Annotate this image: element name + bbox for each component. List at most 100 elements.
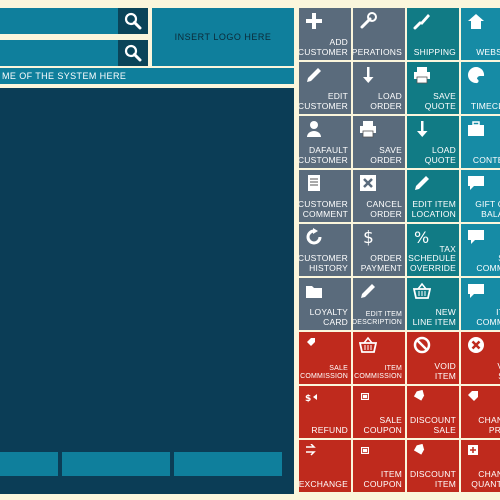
tile-label: SA COMME: [476, 253, 500, 273]
search-button-1[interactable]: [118, 8, 148, 34]
quantity-icon: [468, 445, 478, 455]
tile-label: OPERATIONS: [353, 46, 402, 57]
tile-label: CANCEL ORDER: [366, 199, 402, 219]
tile-loyalty-card-button[interactable]: LOYALTY CARD: [299, 278, 351, 330]
tile-label: EDIT ITEM DESCRIPTION: [353, 311, 402, 326]
tile-sale-coupon-button[interactable]: SALE COUPON: [353, 386, 405, 438]
tile-label: SALE COMMISSION: [300, 365, 348, 380]
printer-icon: [414, 67, 430, 84]
tile-shipping-button[interactable]: SHIPPING: [407, 8, 459, 60]
tile-label: VO SA: [497, 361, 500, 381]
exchange-icon: [306, 444, 316, 456]
tile-label: EDIT ITEM LOCATION: [411, 199, 456, 219]
tile-save-quote-button[interactable]: SAVE QUOTE: [407, 62, 459, 114]
tile-discount-item-button[interactable]: DISCOUNT ITEM: [407, 440, 459, 492]
tile-chang-pric-button[interactable]: CHANG PRIC: [461, 386, 500, 438]
dollar-icon: $: [363, 228, 374, 246]
document-icon: [308, 175, 320, 191]
tile-load-order-button[interactable]: LOAD ORDER: [353, 62, 405, 114]
pencil-icon: [307, 68, 321, 82]
tile-new-line-item-button[interactable]: NEW LINE ITEM: [407, 278, 459, 330]
tile-label: WEBSIT: [476, 46, 500, 57]
chat-icon: [468, 230, 484, 244]
tile-label: LOYALTY CARD: [309, 307, 348, 327]
tile-exchange-button[interactable]: EXCHANGE: [299, 440, 351, 492]
tile-label: ITEM COMMISSION: [354, 365, 402, 380]
brush-icon: [413, 14, 430, 30]
bottom-button-3[interactable]: [174, 452, 282, 476]
search-icon: [124, 12, 142, 30]
tile-label: GIFT CA BALAN: [475, 199, 500, 219]
wrench-icon: [360, 12, 377, 29]
discount-tag-icon: [413, 444, 425, 455]
tile-order-payment-button[interactable]: $ ORDER PAYMENT: [353, 224, 405, 276]
tile-sa-comme-button[interactable]: SA COMME: [461, 224, 500, 276]
tile-label: EDIT CUSTOMER: [299, 91, 348, 111]
tile-edit-customer-button[interactable]: EDIT CUSTOMER: [299, 62, 351, 114]
tile-timeclo-button[interactable]: TIMECLO: [461, 62, 500, 114]
pencil-icon: [415, 176, 429, 190]
search-button-2[interactable]: [118, 40, 148, 66]
tile-label: DISCOUNT SALE: [410, 415, 456, 435]
tile-customer-history-button[interactable]: CUSTOMER HISTORY: [299, 224, 351, 276]
palette-icon: [468, 66, 485, 84]
tile-label: LOAD ORDER: [370, 91, 402, 111]
cancel-circle-icon: [468, 337, 484, 353]
tile-gift-ca-balan-button[interactable]: GIFT CA BALAN: [461, 170, 500, 222]
tile-item-coupon-button[interactable]: ITEM COUPON: [353, 440, 405, 492]
tile-cancel-order-button[interactable]: CANCEL ORDER: [353, 170, 405, 222]
comment-icon: [468, 284, 484, 298]
pencil-icon: [361, 284, 375, 298]
tile-customer-comment-button[interactable]: CUSTOMER COMMENT: [299, 170, 351, 222]
tile-ite-comme-button[interactable]: ITE COMME: [461, 278, 500, 330]
home-icon: [468, 14, 484, 29]
tile-label: DISCOUNT ITEM: [410, 469, 456, 489]
tile-load-quote-button[interactable]: LOAD QUOTE: [407, 116, 459, 168]
percent-icon: %: [414, 228, 429, 246]
logo-placeholder: INSERT LOGO HERE: [152, 8, 294, 66]
tile-label: SHIPPING: [413, 46, 456, 57]
tile-dafault-customer-button[interactable]: DAFAULT CUSTOMER: [299, 116, 351, 168]
tile-label: NEW LINE ITEM: [412, 307, 456, 327]
search-field-1[interactable]: [0, 8, 118, 34]
tile-edit-item-location-button[interactable]: EDIT ITEM LOCATION: [407, 170, 459, 222]
search-field-2[interactable]: [0, 40, 118, 66]
logo-text: INSERT LOGO HERE: [174, 32, 272, 42]
svg-text:%: %: [414, 228, 429, 246]
tile-k-conten-button[interactable]: K CONTEN: [461, 116, 500, 168]
tile-save-order-button[interactable]: SAVE ORDER: [353, 116, 405, 168]
tile-discount-sale-button[interactable]: DISCOUNT SALE: [407, 386, 459, 438]
tile-item-commission-button[interactable]: ITEM COMMISSION: [353, 332, 405, 384]
tile-label: ORDER PAYMENT: [360, 253, 402, 273]
bottom-button-1[interactable]: [0, 452, 58, 476]
tile-vo-sa-button[interactable]: VO SA: [461, 332, 500, 384]
basket-icon: [359, 336, 377, 353]
tile-label: DAFAULT CUSTOMER: [299, 145, 348, 165]
folder-icon: [306, 286, 322, 298]
system-name-text: ME OF THE SYSTEM HERE: [2, 71, 127, 81]
tile-tax-schedule-override-button[interactable]: % TAX SCHEDULE OVERRIDE: [407, 224, 459, 276]
tile-label: K CONTEN: [472, 154, 500, 165]
tile-label: TAX SCHEDULE OVERRIDE: [408, 243, 456, 273]
coupon-icon: [361, 447, 369, 454]
tile-refund-button[interactable]: $ REFUND: [299, 386, 351, 438]
price-tag-icon: [468, 391, 478, 401]
tile-add-customer-button[interactable]: ADD CUSTOMER: [299, 8, 351, 60]
tile-label: VOID ITEM: [434, 361, 456, 381]
tile-label: SAVE QUOTE: [424, 91, 456, 111]
arrow-down-icon: [417, 121, 428, 137]
tile-chang-quantit-button[interactable]: CHANG QUANTIT: [461, 440, 500, 492]
tile-operations-button[interactable]: OPERATIONS: [353, 8, 405, 60]
tile-sale-commission-button[interactable]: SALE COMMISSION: [299, 332, 351, 384]
no-entry-icon: [413, 336, 431, 354]
tile-void-item-button[interactable]: VOID ITEM: [407, 332, 459, 384]
briefcase-icon: [468, 121, 484, 136]
user-icon: [307, 121, 321, 137]
bottom-button-2[interactable]: [62, 452, 170, 476]
tile-label: ADD CUSTOMER: [299, 37, 348, 57]
tile-edit-item-description-button[interactable]: EDIT ITEM DESCRIPTION: [353, 278, 405, 330]
tile-websit-button[interactable]: WEBSIT: [461, 8, 500, 60]
tile-label: CHANG QUANTIT: [471, 469, 500, 489]
cancel-icon: [360, 175, 376, 191]
